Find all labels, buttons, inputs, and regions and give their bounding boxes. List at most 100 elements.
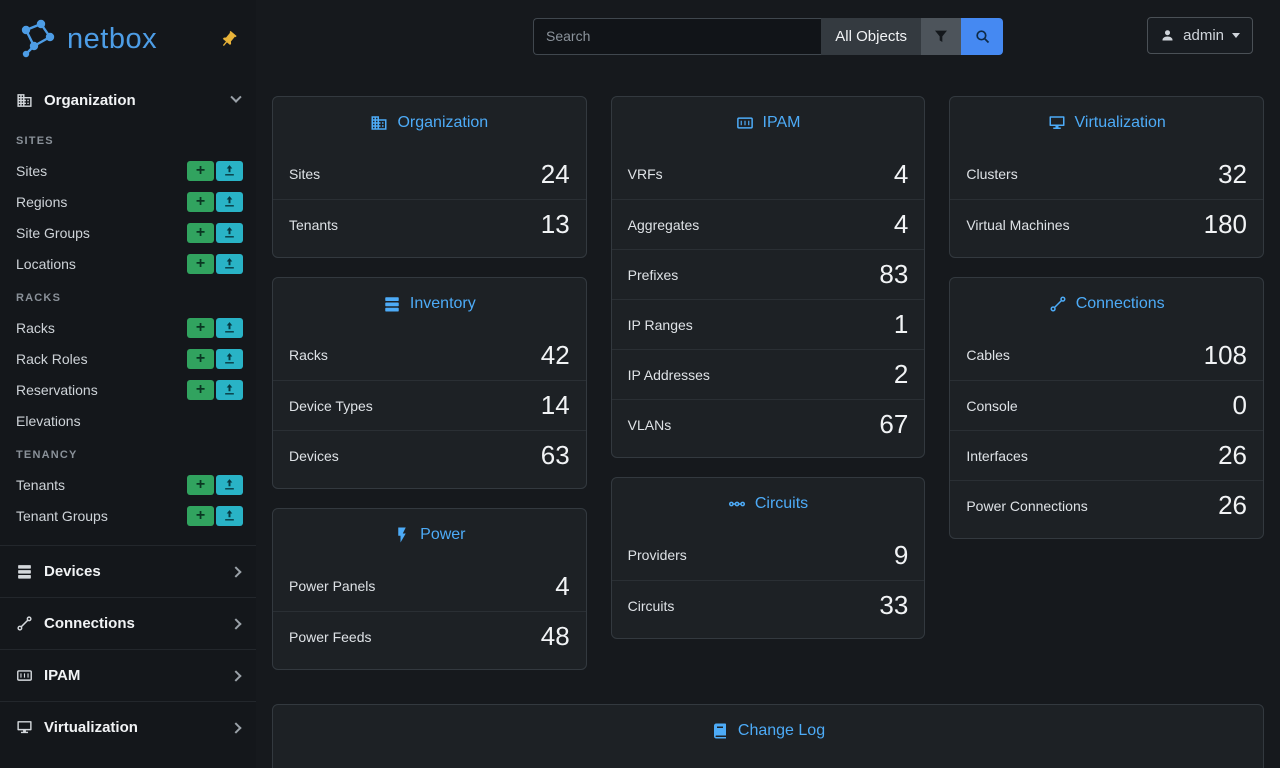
stat-row-interfaces[interactable]: Interfaces 26 — [950, 430, 1264, 480]
sidebar-section-organization[interactable]: Organization — [0, 78, 256, 122]
sidebar-item-locations: Locations + — [0, 248, 256, 279]
stat-value: 4 — [555, 570, 570, 601]
sidebar-item-link[interactable]: Site Groups — [16, 224, 90, 241]
add-button[interactable]: + — [187, 505, 214, 526]
user-menu-button[interactable]: admin — [1147, 17, 1253, 54]
search-scope-button[interactable]: All Objects — [821, 17, 921, 55]
add-button[interactable]: + — [187, 379, 214, 400]
import-button[interactable] — [216, 160, 243, 181]
import-button[interactable] — [216, 474, 243, 495]
card-title: IPAM — [762, 114, 801, 131]
stat-row-clusters[interactable]: Clusters 32 — [950, 149, 1263, 199]
card-ipam-header[interactable]: IPAM — [612, 97, 925, 149]
sidebar-item-link[interactable]: Rack Roles — [16, 350, 88, 367]
search-group: All Objects — [533, 17, 1003, 55]
search-button[interactable] — [961, 17, 1003, 55]
sidebar-section-virtualization[interactable]: Virtualization — [0, 701, 256, 753]
sidebar-section-label: Virtualization — [44, 719, 138, 736]
dashboard-cards: Organization Sites 24 Tenants 13 Invento… — [256, 72, 1280, 670]
monitor-icon — [1048, 114, 1066, 132]
card-changelog-header[interactable]: Change Log — [273, 705, 1263, 757]
stat-row-prefixes[interactable]: Prefixes 83 — [611, 249, 925, 299]
import-button[interactable] — [216, 379, 243, 400]
person-icon — [1160, 28, 1175, 43]
pin-menu-button[interactable] — [217, 28, 240, 51]
cable-icon — [1049, 295, 1067, 313]
add-button[interactable]: + — [187, 191, 214, 212]
stat-row-device-types[interactable]: Device Types 14 — [273, 380, 586, 430]
card-power-header[interactable]: Power — [273, 509, 586, 561]
stat-row-ip-ranges[interactable]: IP Ranges 1 — [611, 299, 925, 349]
item-actions: + — [187, 222, 243, 243]
sidebar-collapsed-sections: Devices Connections IPAM Virtualization — [0, 545, 256, 753]
import-button[interactable] — [216, 191, 243, 212]
sidebar-section-connections[interactable]: Connections — [0, 597, 256, 649]
stat-row-virtual-machines[interactable]: Virtual Machines 180 — [950, 199, 1264, 249]
stat-row-ip-addresses[interactable]: IP Addresses 2 — [611, 349, 925, 399]
stat-row-vlans[interactable]: VLANs 67 — [611, 399, 925, 449]
item-actions: + — [187, 191, 243, 212]
sidebar-group-tenancy: TENANCY Tenants + Tenant Groups + — [0, 436, 256, 531]
stat-row-providers[interactable]: Providers 9 — [612, 530, 925, 580]
sidebar-item-link[interactable]: Tenant Groups — [16, 507, 108, 524]
stat-label: Virtual Machines — [966, 216, 1070, 233]
stat-row-sites[interactable]: Sites 24 — [273, 149, 586, 199]
sidebar-item-link[interactable]: Locations — [16, 255, 76, 272]
card-organization: Organization Sites 24 Tenants 13 — [272, 96, 587, 258]
sidebar-section-ipam[interactable]: IPAM — [0, 649, 256, 701]
sidebar-section-label: Devices — [44, 563, 101, 580]
chevron-right-icon — [230, 617, 242, 630]
sidebar-item-link[interactable]: Sites — [16, 162, 48, 179]
stat-row-power-panels[interactable]: Power Panels 4 — [273, 561, 586, 611]
chevron-down-icon — [230, 91, 242, 103]
add-button[interactable]: + — [187, 253, 214, 274]
bolt-icon — [393, 526, 411, 544]
stat-value: 33 — [879, 590, 909, 620]
stat-row-vrfs[interactable]: VRFs 4 — [612, 149, 925, 199]
stat-value: 180 — [1203, 209, 1248, 239]
stat-label: Providers — [627, 547, 687, 563]
stat-label: Device Types — [289, 397, 373, 414]
sidebar-section-devices[interactable]: Devices — [0, 545, 256, 597]
stat-label: Power Panels — [289, 578, 376, 594]
stat-row-racks[interactable]: Racks 42 — [273, 330, 586, 380]
stat-row-cables[interactable]: Cables 108 — [950, 330, 1263, 380]
stat-row-aggregates[interactable]: Aggregates 4 — [611, 199, 925, 249]
add-button[interactable]: + — [187, 348, 214, 369]
stat-row-power-feeds[interactable]: Power Feeds 48 — [273, 611, 586, 661]
import-button[interactable] — [216, 253, 243, 274]
stat-row-devices[interactable]: Devices 63 — [273, 430, 586, 480]
main-content: All Objects admin Organiz — [256, 0, 1280, 768]
counter-icon — [16, 667, 33, 684]
sidebar-item-racks: Racks + — [0, 312, 256, 343]
card-organization-header[interactable]: Organization — [273, 97, 586, 149]
add-button[interactable]: + — [187, 474, 214, 495]
add-button[interactable]: + — [187, 222, 214, 243]
sidebar-item-link[interactable]: Regions — [16, 193, 68, 210]
netbox-logo[interactable]: netbox — [16, 17, 157, 61]
stat-row-power-connections[interactable]: Power Connections 26 — [950, 480, 1264, 530]
stat-row-tenants[interactable]: Tenants 13 — [273, 199, 586, 249]
import-button[interactable] — [216, 222, 243, 243]
sidebar-item-link[interactable]: Tenants — [16, 476, 66, 493]
import-button[interactable] — [216, 505, 243, 526]
add-button[interactable]: + — [187, 160, 214, 181]
sidebar-item-regions: Regions + — [0, 186, 256, 217]
import-button[interactable] — [216, 317, 243, 338]
stat-row-console[interactable]: Console 0 — [950, 380, 1264, 430]
card-inventory-header[interactable]: Inventory — [273, 278, 586, 330]
card-connections-header[interactable]: Connections — [950, 278, 1263, 330]
search-input[interactable] — [533, 17, 822, 55]
card-power: Power Power Panels 4 Power Feeds 48 — [272, 508, 587, 670]
card-virtualization-header[interactable]: Virtualization — [950, 97, 1263, 149]
sidebar-item-link[interactable]: Elevations — [16, 412, 81, 429]
card-circuits-header[interactable]: Circuits — [612, 478, 925, 530]
topbar: All Objects admin — [256, 0, 1280, 72]
stat-row-circuits[interactable]: Circuits 33 — [611, 580, 925, 630]
sidebar-item-link[interactable]: Reservations — [16, 381, 98, 398]
filter-button[interactable] — [921, 17, 961, 55]
import-button[interactable] — [216, 348, 243, 369]
sidebar-item-link[interactable]: Racks — [16, 319, 55, 336]
add-button[interactable]: + — [187, 317, 214, 338]
upload-icon — [223, 478, 236, 491]
